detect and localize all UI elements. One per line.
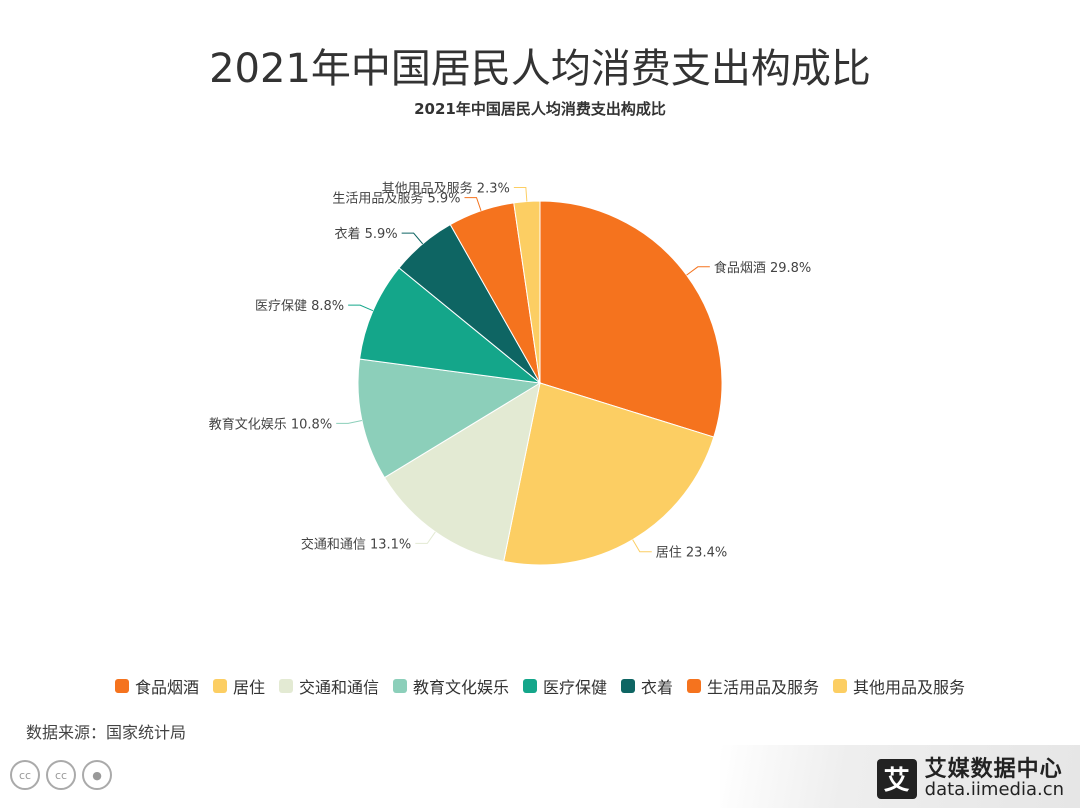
legend-item: 教育文化娱乐 — [392, 674, 509, 698]
legend-swatch — [523, 679, 537, 693]
legend-label: 交通和通信 — [298, 678, 379, 697]
cc-icon: cc — [10, 760, 40, 790]
source-note: 数据来源：国家统计局 — [26, 723, 187, 742]
legend-swatch — [833, 679, 848, 693]
slice-label: 医疗保健 8.8% — [255, 299, 344, 314]
main-title: 2021年中国居民人均消费支出构成比 — [209, 46, 871, 92]
legend-swatch — [621, 679, 636, 693]
legend-swatch — [114, 679, 129, 693]
legend-label: 食品烟酒 — [134, 678, 199, 697]
cc-license-marks: cc cc ● — [10, 760, 112, 790]
legend: 食品烟酒 居住 交通和通信 教育文化娱乐 医疗保健 衣着 生活用品及服务 其他用品及服务 — [0, 674, 1080, 698]
brand-name: 艾媒数据中心 — [924, 757, 1063, 782]
slice-leader-line — [632, 539, 652, 553]
pie-slice — [357, 358, 542, 479]
slice-leader-line — [513, 187, 528, 202]
legend-swatch — [278, 679, 293, 693]
brand-url: data.iimedia.cn — [924, 779, 1064, 801]
legend-item: 其他用品及服务 — [833, 674, 965, 698]
slice-label: 衣着 5.9% — [334, 226, 397, 242]
legend-swatch — [212, 679, 227, 693]
brand: 艾 艾媒数据中心 data.iimedia.cn — [876, 757, 1064, 801]
person-icon: ● — [82, 760, 112, 790]
slice-leader-line — [464, 197, 482, 211]
legend-label: 教育文化娱乐 — [412, 678, 509, 697]
slice-leader-line — [336, 419, 363, 424]
legend-item: 交通和通信 — [278, 674, 379, 698]
pie-slice — [539, 200, 723, 438]
slice-leader-line — [348, 304, 374, 312]
legend-label: 其他用品及服务 — [853, 678, 966, 697]
legend-label: 衣着 — [641, 678, 674, 697]
brand-logo-icon: 艾 — [876, 758, 917, 799]
slice-label: 居住 23.4% — [656, 546, 727, 561]
legend-item: 生活用品及服务 — [687, 674, 819, 698]
slice-label: 其他用品及服务 2.3% — [382, 181, 510, 197]
slice-label: 交通和通信 13.1% — [301, 536, 411, 552]
slice-label: 食品烟酒 29.8% — [714, 260, 811, 276]
slice-leader-line — [415, 531, 436, 544]
legend-label: 医疗保健 — [543, 678, 608, 697]
legend-item: 居住 — [212, 674, 265, 698]
pie-slice — [383, 381, 541, 562]
chart-title: 2021年中国居民人均消费支出构成比 — [414, 100, 666, 118]
cc-by-icon: cc — [46, 760, 76, 790]
legend-swatch — [392, 679, 407, 693]
slice-leader-line — [401, 232, 424, 245]
slice-label: 教育文化娱乐 10.8% — [209, 416, 332, 432]
legend-item: 衣着 — [621, 674, 673, 698]
legend-item: 医疗保健 — [523, 674, 607, 698]
pie-slice — [359, 267, 542, 384]
legend-label: 生活用品及服务 — [707, 678, 820, 697]
slice-leader-line — [686, 266, 710, 276]
legend-swatch — [687, 679, 702, 693]
legend-item: 食品烟酒 — [114, 674, 199, 698]
slice-label: 生活用品及服务 5.9% — [332, 191, 460, 207]
legend-label: 居住 — [232, 678, 265, 697]
